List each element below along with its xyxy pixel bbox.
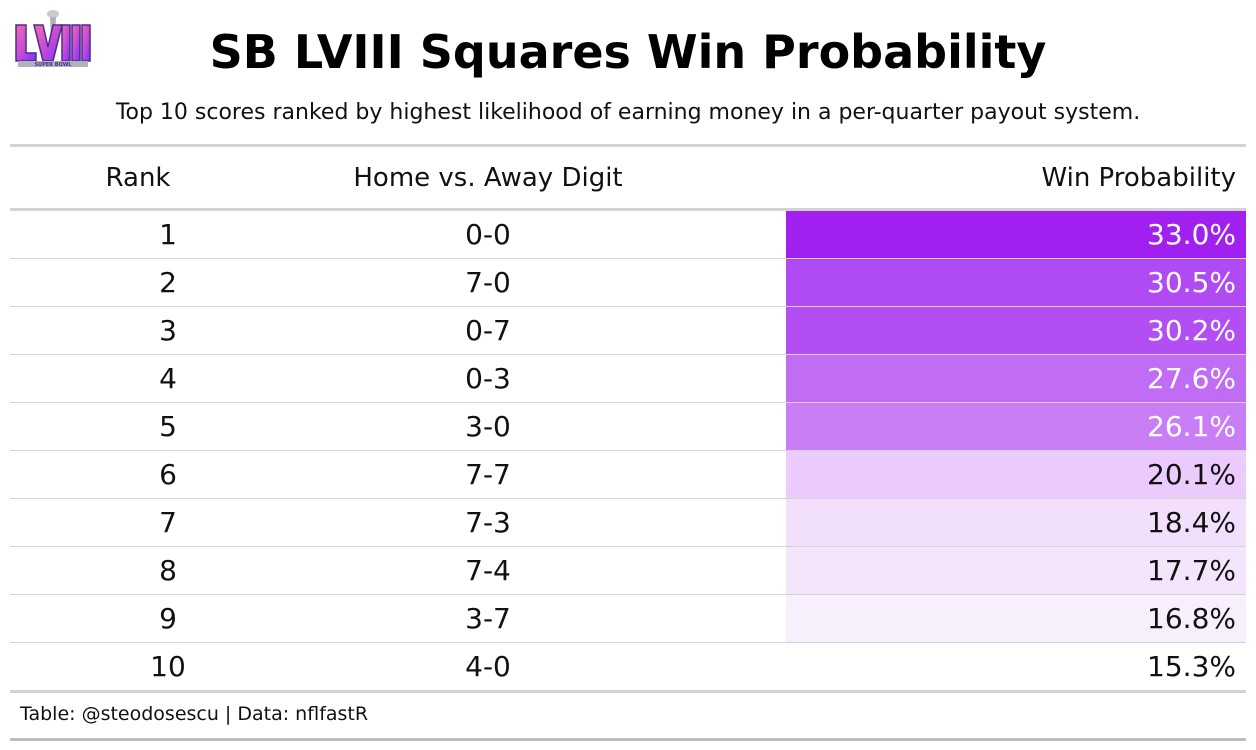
column-header-score: Home vs. Away Digit xyxy=(353,163,623,193)
rank-cell: 1 xyxy=(159,218,177,251)
table-row: 7 7-3 18.4% xyxy=(10,499,1246,547)
win-probability-cell: 16.8% xyxy=(786,595,1246,642)
table-body: 1 0-0 33.0% 2 7-0 30.5% 3 0-7 30.2% 4 0-3 27.6% 5 3-0… xyxy=(10,211,1246,691)
table-row: 9 3-7 16.8% xyxy=(10,595,1246,643)
score-cell: 4-0 xyxy=(465,650,511,683)
column-header-rank: Rank xyxy=(105,163,171,193)
svg-text:SUPER BOWL: SUPER BOWL xyxy=(34,62,72,68)
score-cell: 7-4 xyxy=(465,554,511,587)
table-row: 2 7-0 30.5% xyxy=(10,259,1246,307)
win-probability-cell: 33.0% xyxy=(786,211,1246,258)
bottom-divider xyxy=(10,690,1246,693)
table-row: 5 3-0 26.1% xyxy=(10,403,1246,451)
page-title: SB LVIII Squares Win Probability xyxy=(209,25,1047,79)
win-probability-cell: 18.4% xyxy=(786,499,1246,546)
table-row: 3 0-7 30.2% xyxy=(10,307,1246,355)
rank-cell: 5 xyxy=(159,410,177,443)
footer-divider xyxy=(10,738,1246,741)
score-cell: 7-7 xyxy=(465,458,511,491)
rank-cell: 4 xyxy=(159,362,177,395)
win-probability-cell: 20.1% xyxy=(786,451,1246,498)
page-subtitle: Top 10 scores ranked by highest likeliho… xyxy=(115,100,1141,125)
win-probability-cell: 30.2% xyxy=(786,307,1246,354)
rank-cell: 8 xyxy=(159,554,177,587)
win-probability-cell: 17.7% xyxy=(786,547,1246,594)
source-credit: Table: @steodosescu | Data: nflfastR xyxy=(20,703,369,725)
win-probability-cell: 26.1% xyxy=(786,403,1246,450)
score-cell: 7-3 xyxy=(465,506,511,539)
score-cell: 0-3 xyxy=(465,362,511,395)
table-row: 8 7-4 17.7% xyxy=(10,547,1246,595)
table-row: 1 0-0 33.0% xyxy=(10,211,1246,259)
rank-cell: 9 xyxy=(159,602,177,635)
win-probability-cell: 27.6% xyxy=(786,355,1246,402)
table-row: 10 4-0 15.3% xyxy=(10,643,1246,691)
rank-cell: 7 xyxy=(159,506,177,539)
win-probability-cell: 15.3% xyxy=(786,643,1246,690)
top-divider xyxy=(10,144,1246,147)
rank-cell: 10 xyxy=(150,650,186,683)
score-cell: 3-7 xyxy=(465,602,511,635)
table-row: 6 7-7 20.1% xyxy=(10,451,1246,499)
rank-cell: 6 xyxy=(159,458,177,491)
rank-cell: 3 xyxy=(159,314,177,347)
super-bowl-lviii-logo-icon: SUPER BOWL xyxy=(12,5,94,69)
column-header-win-probability: Win Probability xyxy=(1041,163,1236,193)
score-cell: 0-7 xyxy=(465,314,511,347)
score-cell: 7-0 xyxy=(465,266,511,299)
score-cell: 3-0 xyxy=(465,410,511,443)
header-divider xyxy=(10,208,1246,211)
score-cell: 0-0 xyxy=(465,218,511,251)
table-row: 4 0-3 27.6% xyxy=(10,355,1246,403)
rank-cell: 2 xyxy=(159,266,177,299)
win-probability-cell: 30.5% xyxy=(786,259,1246,306)
